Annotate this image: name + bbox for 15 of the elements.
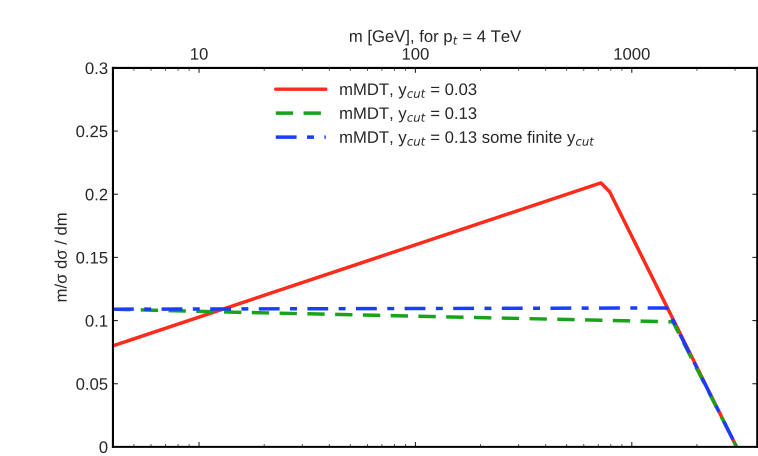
legend-label: mMDT, y$_{cut}$ = 0.13 some finite y$_{cut}$ [340,130,594,146]
x-tick-label: 1000 [614,48,650,60]
y-tick-label: 0 [99,441,108,454]
x-tick-label: 100 [402,48,429,60]
y-tick-label: 0.25 [76,126,108,138]
y-tick-label: 0.1 [86,314,108,327]
legend-label: mMDT, y$_{cut}$ = 0.13 [340,107,476,122]
legend-label: mMDT, y$_{cut}$ = 0.03 [340,83,476,98]
y-tick-label: 0.2 [86,188,108,200]
y-axis-title: m/σ dσ / dm [54,213,67,302]
y-tick-label: 0.3 [86,62,108,74]
x-axis-title: m [GeV], for p$_{t}$ = 4 TeV [350,30,522,46]
x-tick-label: 10 [191,48,208,60]
y-tick-label: 0.15 [76,252,108,264]
y-tick-label: 0.05 [76,378,108,390]
